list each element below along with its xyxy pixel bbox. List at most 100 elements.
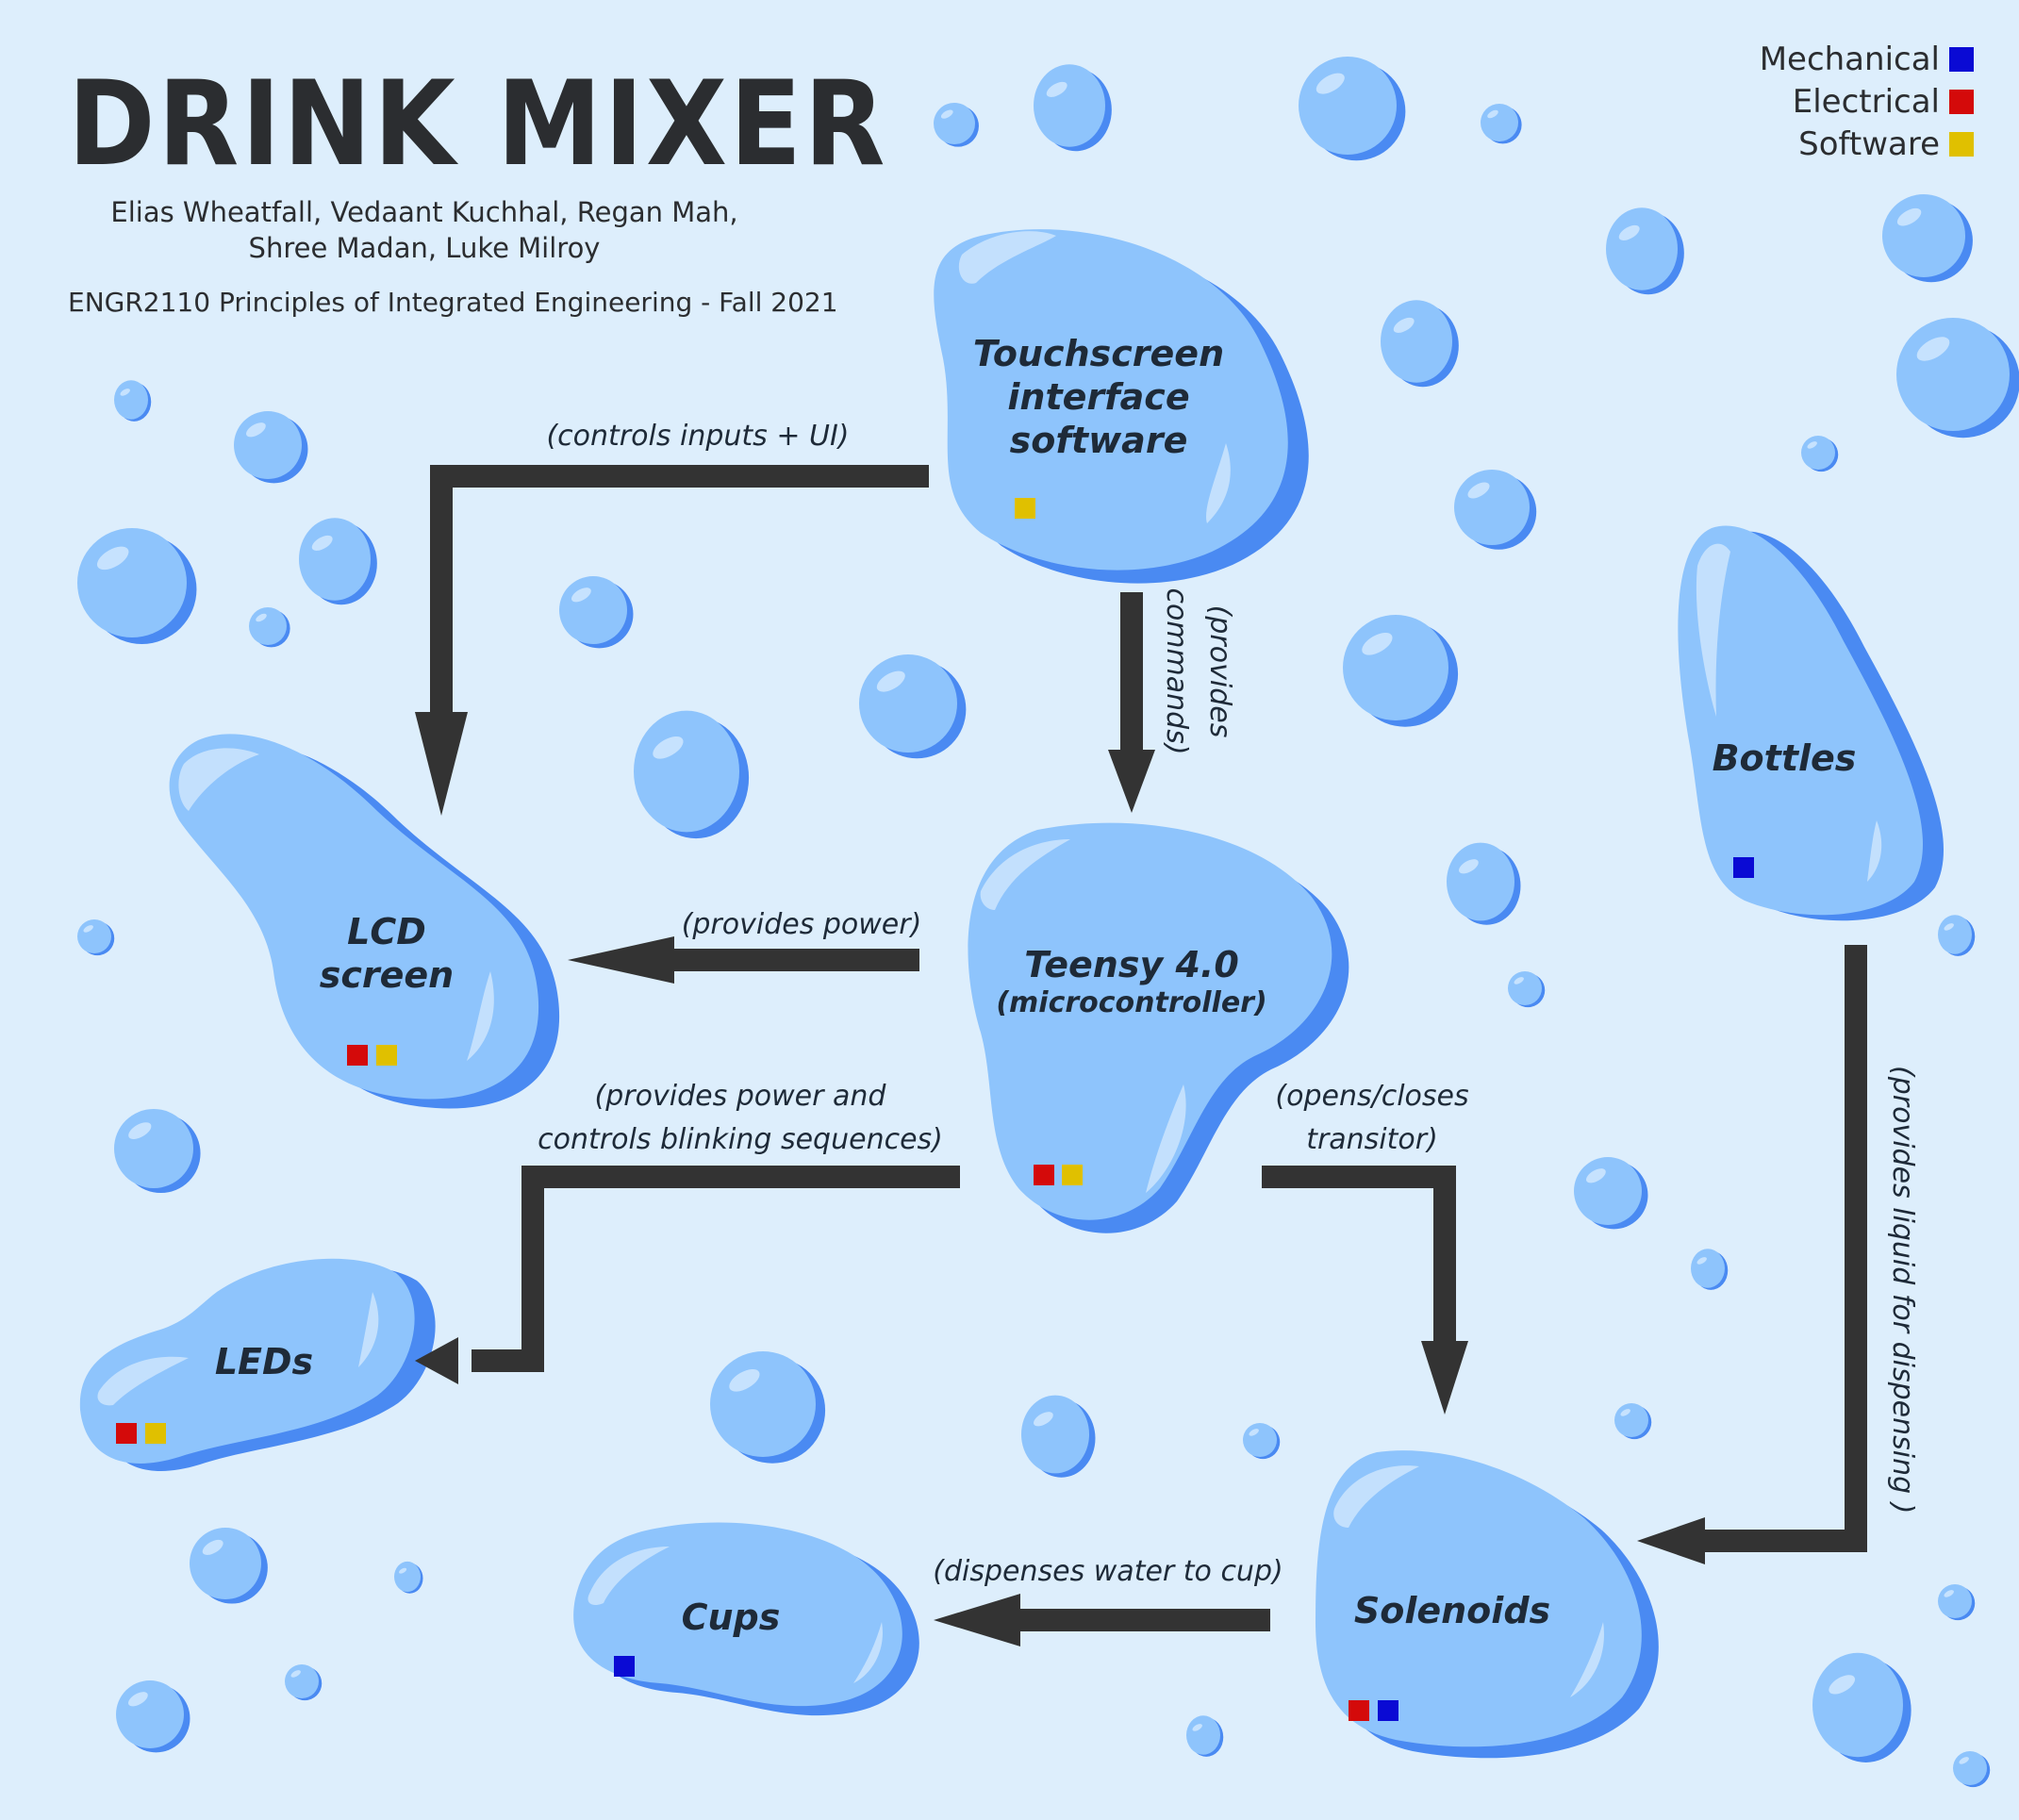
arrow-teensy-to-solenoids xyxy=(1262,1166,1468,1415)
water-droplet xyxy=(1882,194,1973,283)
node-label-solenoids: Solenoids xyxy=(1353,1590,1551,1631)
category-marker-lcd-electrical xyxy=(347,1045,368,1066)
authors-line-1: Elias Wheatfall, Vedaant Kuchhal, Regan … xyxy=(110,196,738,228)
water-droplet xyxy=(1938,1584,1976,1621)
edge-teensy-to-solenoids-line-2: transitor) xyxy=(1306,1123,1438,1156)
edge-label-solenoids-to-cups: (dispenses water to cup) xyxy=(933,1555,1283,1588)
water-droplet xyxy=(1606,207,1684,295)
edge-label-teensy-to-lcd: (provides power) xyxy=(681,908,922,941)
edge-label-teensy-to-leds: (provides power and controls blinking se… xyxy=(528,1075,952,1162)
authors: Elias Wheatfall, Vedaant Kuchhal, Regan … xyxy=(94,194,754,266)
water-droplet xyxy=(1454,470,1537,550)
water-droplet xyxy=(285,1664,323,1701)
water-droplet xyxy=(710,1351,826,1464)
node-label-teensy: Teensy 4.0 (microcontroller) xyxy=(990,943,1273,1020)
edge-touchscreen-to-teensy-line-2: commands) xyxy=(1160,587,1193,755)
arrow-bottles-to-solenoids xyxy=(1637,945,1867,1564)
category-marker-lcd-software xyxy=(376,1045,397,1066)
water-droplet xyxy=(114,380,152,422)
water-droplet xyxy=(634,710,750,839)
category-marker-touchscreen-software xyxy=(1015,498,1035,519)
category-marker-leds-software xyxy=(145,1423,166,1444)
category-marker-bottles-mechanical xyxy=(1733,857,1754,878)
category-marker-teensy-software xyxy=(1062,1165,1083,1185)
legend-label-mechanical: Mechanical xyxy=(1759,40,1940,78)
water-droplet xyxy=(1243,1423,1281,1460)
water-droplet xyxy=(559,576,634,649)
water-droplet xyxy=(77,528,197,644)
water-droplet xyxy=(1034,64,1112,152)
node-lcd-line-1: LCD xyxy=(347,911,426,952)
node-touchscreen-line-1: Touchscreen xyxy=(972,333,1225,374)
arrow-teensy-to-lcd xyxy=(568,936,919,984)
authors-line-2: Shree Madan, Luke Milroy xyxy=(248,232,601,264)
node-blob-touchscreen xyxy=(934,229,1309,584)
arrow-touchscreen-to-teensy xyxy=(1108,592,1155,813)
water-droplet xyxy=(1021,1395,1096,1478)
edge-teensy-to-solenoids-line-1: (opens/closes xyxy=(1275,1080,1469,1113)
node-blob-leds xyxy=(79,1258,436,1471)
edge-label-teensy-to-solenoids: (opens/closes transitor) xyxy=(1254,1075,1490,1162)
water-droplet xyxy=(859,654,967,759)
water-droplet xyxy=(190,1528,268,1604)
node-touchscreen-line-2: interface xyxy=(1007,376,1190,418)
legend-swatch-electrical xyxy=(1949,89,1974,114)
water-droplet xyxy=(1508,971,1546,1008)
water-droplet xyxy=(1447,842,1521,925)
water-droplet xyxy=(1896,318,2019,438)
legend-swatch-mechanical xyxy=(1949,46,1974,72)
node-teensy-sub: (microcontroller) xyxy=(996,986,1267,1019)
water-droplet xyxy=(1614,1403,1652,1440)
legend: Mechanical Electrical Software xyxy=(1760,38,1974,165)
legend-swatch-software xyxy=(1949,131,1974,157)
poster-title: DRINK MIXER xyxy=(68,57,888,192)
water-droplet xyxy=(1691,1249,1729,1290)
node-touchscreen-line-3: software xyxy=(1009,420,1188,461)
node-label-lcd: LCD screen xyxy=(273,910,500,997)
background-droplets xyxy=(77,57,2019,1788)
water-droplet xyxy=(1381,300,1459,388)
water-droplet xyxy=(1186,1715,1224,1757)
edge-label-touchscreen-to-lcd: (controls inputs + UI) xyxy=(546,420,850,453)
water-droplet xyxy=(77,919,115,956)
water-droplet xyxy=(249,607,290,648)
node-blob-solenoids xyxy=(1316,1450,1659,1759)
arrow-solenoids-to-cups xyxy=(934,1594,1270,1646)
water-droplet xyxy=(1343,615,1459,727)
edge-teensy-to-leds-line-2: controls blinking sequences) xyxy=(538,1123,943,1156)
connector-arrows xyxy=(415,465,1867,1646)
node-teensy-name: Teensy 4.0 xyxy=(1024,944,1239,985)
category-marker-solenoids-mechanical xyxy=(1378,1700,1398,1721)
water-droplet xyxy=(934,103,979,147)
node-lcd-line-2: screen xyxy=(319,954,455,996)
node-blob-cups xyxy=(573,1522,919,1716)
water-droplet xyxy=(1574,1157,1648,1230)
category-marker-teensy-electrical xyxy=(1034,1165,1054,1185)
water-droplet xyxy=(1299,57,1406,161)
legend-label-electrical: Electrical xyxy=(1792,82,1940,121)
arrow-touchscreen-to-lcd xyxy=(415,465,929,816)
water-droplet xyxy=(1812,1652,1911,1762)
node-blob-bottles xyxy=(1678,525,1945,921)
water-droplet xyxy=(1953,1751,1991,1788)
water-droplet xyxy=(1801,436,1839,472)
node-label-touchscreen: Touchscreen interface software xyxy=(957,332,1240,462)
water-droplet xyxy=(299,518,377,605)
legend-item-mechanical: Mechanical xyxy=(1760,38,1974,80)
node-blob-lcd xyxy=(169,734,560,1109)
edge-teensy-to-leds-line-1: (provides power and xyxy=(594,1080,886,1113)
node-label-leds: LEDs xyxy=(214,1341,314,1382)
water-droplet xyxy=(1938,915,1976,956)
arrow-teensy-to-leds xyxy=(415,1166,960,1384)
course-info: ENGR2110 Principles of Integrated Engine… xyxy=(68,287,838,318)
edge-label-bottles-to-solenoids: (provides liquid for dispensing ) xyxy=(1886,1066,1919,1514)
edge-label-touchscreen-to-teensy: (provides commands) xyxy=(1154,568,1241,775)
node-label-bottles: Bottles xyxy=(1712,737,1857,779)
category-marker-solenoids-electrical xyxy=(1349,1700,1369,1721)
water-droplet xyxy=(1481,104,1522,144)
node-label-cups: Cups xyxy=(681,1597,781,1638)
water-droplet xyxy=(234,411,308,484)
edge-touchscreen-to-teensy-line-1: (provides xyxy=(1203,604,1236,738)
